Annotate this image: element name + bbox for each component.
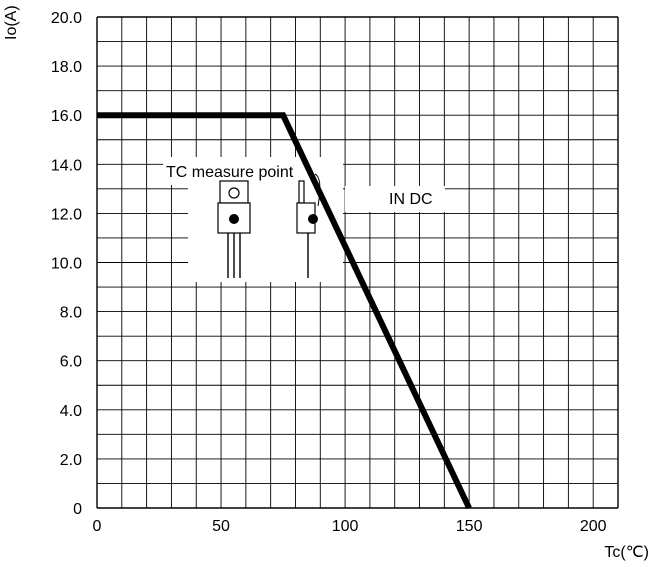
package-diagram-background [188,185,343,282]
y-tick-label: 4.0 [60,403,82,420]
to220-side-view-icon [296,173,321,278]
y-tick-label: 14.0 [51,157,82,174]
annotation-in-dc: IN DC [389,191,433,208]
x-tick-label: 200 [580,518,607,535]
y-tick-label: 6.0 [60,354,82,371]
x-tick-label: 0 [93,518,102,535]
y-tick-label: 16.0 [51,108,82,125]
grid [96,16,619,509]
y-tick-labels: 0 2.0 4.0 6.0 8.0 10.0 12.0 14.0 16.0 18.0 20.0 [51,10,82,518]
x-tick-label: 100 [332,518,359,535]
y-tick-label: 2.0 [60,452,82,469]
x-tick-label: 50 [212,518,230,535]
derating-curve [97,112,472,510]
y-tick-label: 0 [73,501,82,518]
y-tick-label: 18.0 [51,59,82,76]
y-tick-label: 10.0 [51,256,82,273]
annotation-tc-measure-point: TC measure point [166,164,294,181]
x-tick-label: 150 [456,518,483,535]
y-tick-label: 8.0 [60,305,82,322]
x-axis-label: Tc(℃) [604,544,649,561]
x-tick-labels: 0 50 100 150 200 [93,518,607,535]
y-axis-label: Io(A) [3,5,20,40]
to220-front-view-icon [217,180,251,278]
y-tick-label: 12.0 [51,206,82,223]
y-tick-label: 20.0 [51,10,82,27]
annotation-background-in-dc [345,186,445,212]
